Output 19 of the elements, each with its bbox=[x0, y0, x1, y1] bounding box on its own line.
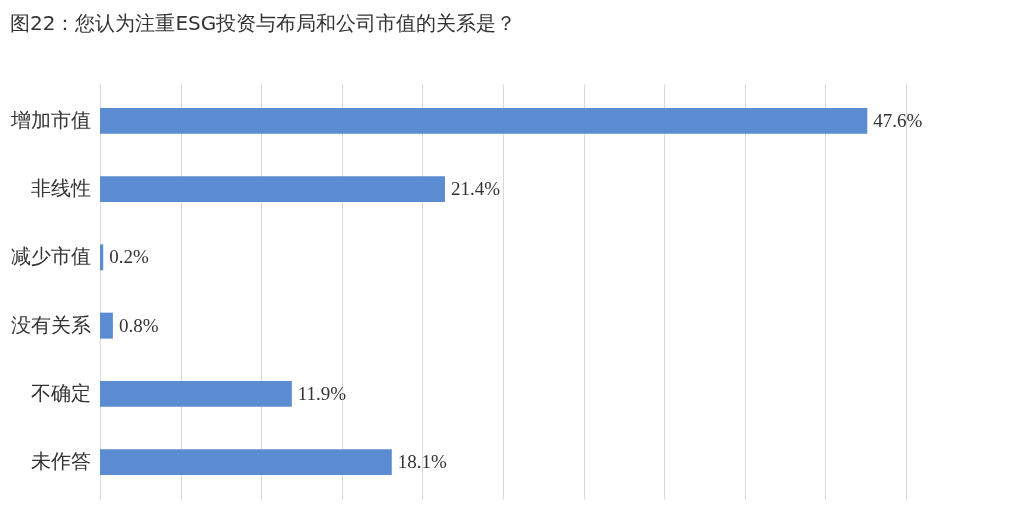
bar bbox=[100, 244, 104, 271]
bar bbox=[100, 176, 445, 203]
data-label: 47.6% bbox=[873, 109, 923, 131]
data-label: 18.1% bbox=[397, 451, 448, 473]
data-label: 0.2% bbox=[109, 246, 149, 268]
y-tick-label: 增加市值 bbox=[9, 107, 91, 132]
bar bbox=[100, 449, 392, 476]
data-label: 0.8% bbox=[118, 314, 159, 336]
y-tick-label: 没有关系 bbox=[10, 312, 91, 337]
y-tick-label: 非线性 bbox=[30, 176, 91, 201]
bar bbox=[100, 380, 292, 407]
y-tick-label: 减少市值 bbox=[10, 244, 91, 269]
bar bbox=[100, 312, 113, 339]
data-label: 11.9% bbox=[297, 382, 347, 404]
y-tick-label: 不确定 bbox=[30, 380, 91, 405]
data-label: 21.4% bbox=[450, 178, 501, 200]
y-tick-label: 未作答 bbox=[30, 449, 91, 474]
chart-title: 图22：您认为注重ESG投资与布局和公司市值的关系是？ bbox=[10, 11, 517, 35]
bar bbox=[100, 107, 868, 134]
